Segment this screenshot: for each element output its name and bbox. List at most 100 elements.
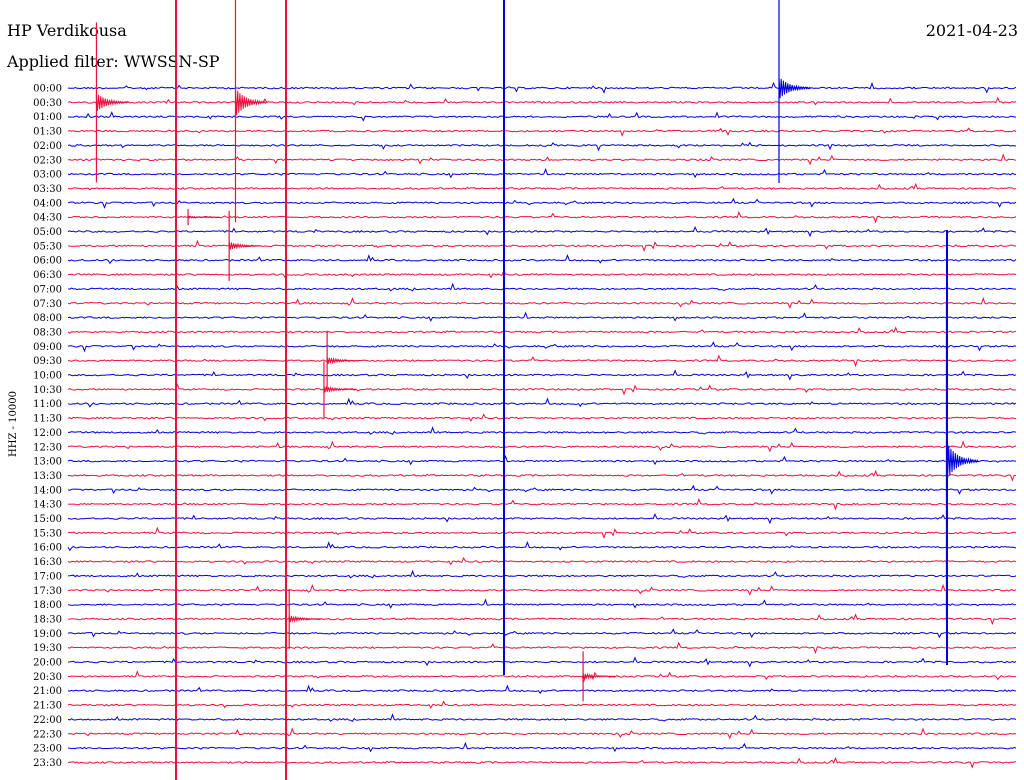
trace-line: [68, 426, 1017, 435]
trace-line: [67, 397, 1017, 408]
trace-line: [68, 270, 1017, 279]
trace-line: [67, 583, 1017, 596]
trace-line: [67, 713, 1017, 722]
row-time-label: 08:00: [33, 313, 62, 324]
seismic-event: [323, 361, 357, 418]
row-time-label: 07:00: [33, 284, 62, 295]
trace-line: [67, 127, 1017, 137]
row-time-label: 22:30: [33, 729, 62, 740]
trace-line: [67, 182, 1017, 191]
row-time-label: 05:30: [33, 241, 62, 252]
row-time-label: 10:30: [33, 385, 62, 396]
trace-line: [68, 741, 1017, 753]
row-time-label: 11:30: [33, 414, 62, 425]
trace-line: [67, 628, 1017, 639]
trace-line: [67, 369, 1017, 381]
row-time-label: 03:00: [33, 170, 62, 181]
trace-line: [67, 197, 1017, 209]
trace-line: [67, 656, 1017, 668]
row-time-label: 08:30: [33, 327, 62, 338]
trace-line: [67, 81, 1017, 94]
row-time-label: 06:30: [33, 270, 62, 281]
row-time-label: 02:30: [33, 155, 62, 166]
trace-line: [67, 700, 1017, 709]
row-time-label: 05:00: [33, 227, 62, 238]
trace-line: [67, 498, 1017, 511]
trace-line: [67, 341, 1017, 353]
trace-line: [67, 526, 1017, 540]
trace-rows: [67, 81, 1017, 769]
seismic-event: [326, 330, 360, 391]
row-time-label: 21:30: [33, 701, 62, 712]
row-time-label: 03:30: [33, 184, 62, 195]
row-time-label: 16:00: [33, 543, 62, 554]
trace-line: [67, 727, 1017, 740]
seismic-event: [945, 301, 979, 622]
trace-line: [67, 557, 1017, 566]
row-time-label: 22:00: [33, 715, 62, 726]
row-time-label: 15:30: [33, 528, 62, 539]
row-time-label: 18:00: [33, 600, 62, 611]
seismic-event: [778, 0, 812, 183]
trace-line: [67, 383, 1017, 396]
trace-line: [67, 110, 1017, 122]
row-time-label: 01:30: [33, 127, 62, 138]
trace-line: [67, 253, 1017, 265]
row-time-label: 20:00: [33, 658, 62, 669]
trace-line: [67, 311, 1016, 322]
row-time-label: 02:00: [33, 141, 62, 152]
row-time-label: 11:00: [33, 399, 62, 410]
trace-line: [67, 641, 1017, 655]
row-time-label: 12:30: [33, 442, 62, 453]
trace-line: [67, 440, 1017, 453]
trace-line: [67, 96, 1017, 106]
row-time-label: 13:00: [33, 457, 62, 468]
row-time-label: 00:00: [33, 84, 62, 95]
event-marks: [95, 0, 979, 780]
row-time-label: 04:30: [33, 213, 62, 224]
row-time-label: 19:30: [33, 643, 62, 654]
trace-line: [67, 296, 1017, 309]
trace-line: [67, 684, 1017, 695]
trace-line: [67, 512, 1016, 525]
row-time-label: 16:30: [33, 557, 62, 568]
row-time-label: 14:00: [33, 485, 62, 496]
trace-line: [67, 225, 1017, 238]
row-time-label: 07:30: [33, 299, 62, 310]
trace-line: [67, 613, 1017, 626]
seismic-event: [228, 210, 262, 281]
row-time-label: 09:30: [33, 356, 62, 367]
seismic-event: [187, 209, 221, 226]
applied-filter: Applied filter: WWSSN-SP: [7, 52, 220, 71]
row-time-label: 21:00: [33, 686, 62, 697]
row-time-label: 09:00: [33, 342, 62, 353]
trace-line: [67, 282, 1017, 292]
trace-line: [67, 211, 1017, 224]
row-time-label: 13:30: [33, 471, 62, 482]
seismic-event: [234, 0, 268, 223]
row-time-label: 12:00: [33, 428, 62, 439]
trace-line: [67, 354, 1017, 368]
trace-line: [67, 469, 1017, 482]
row-time-label: 15:00: [33, 514, 62, 525]
trace-line: [67, 598, 1017, 609]
row-time-label: 23:00: [33, 744, 62, 755]
seismic-event: [582, 651, 616, 702]
trace-line: [67, 670, 1017, 683]
trace-line: [67, 454, 1017, 466]
trace-line: [67, 239, 1016, 253]
row-time-label: 18:30: [33, 614, 62, 625]
trace-line: [67, 484, 1017, 495]
row-time-label: 04:00: [33, 198, 62, 209]
row-time-label: 17:00: [33, 571, 62, 582]
trace-line: [67, 569, 1017, 579]
row-time-label: 14:30: [33, 500, 62, 511]
row-time-label: 00:30: [33, 98, 62, 109]
y-axis-label: HHZ - 10000: [8, 391, 19, 457]
row-time-label: 06:00: [33, 256, 62, 267]
row-time-label: 17:30: [33, 586, 62, 597]
row-time-label: 23:30: [33, 758, 62, 769]
trace-line: [67, 153, 1017, 166]
seismic-event: [95, 22, 129, 183]
trace-line: [67, 756, 1017, 769]
